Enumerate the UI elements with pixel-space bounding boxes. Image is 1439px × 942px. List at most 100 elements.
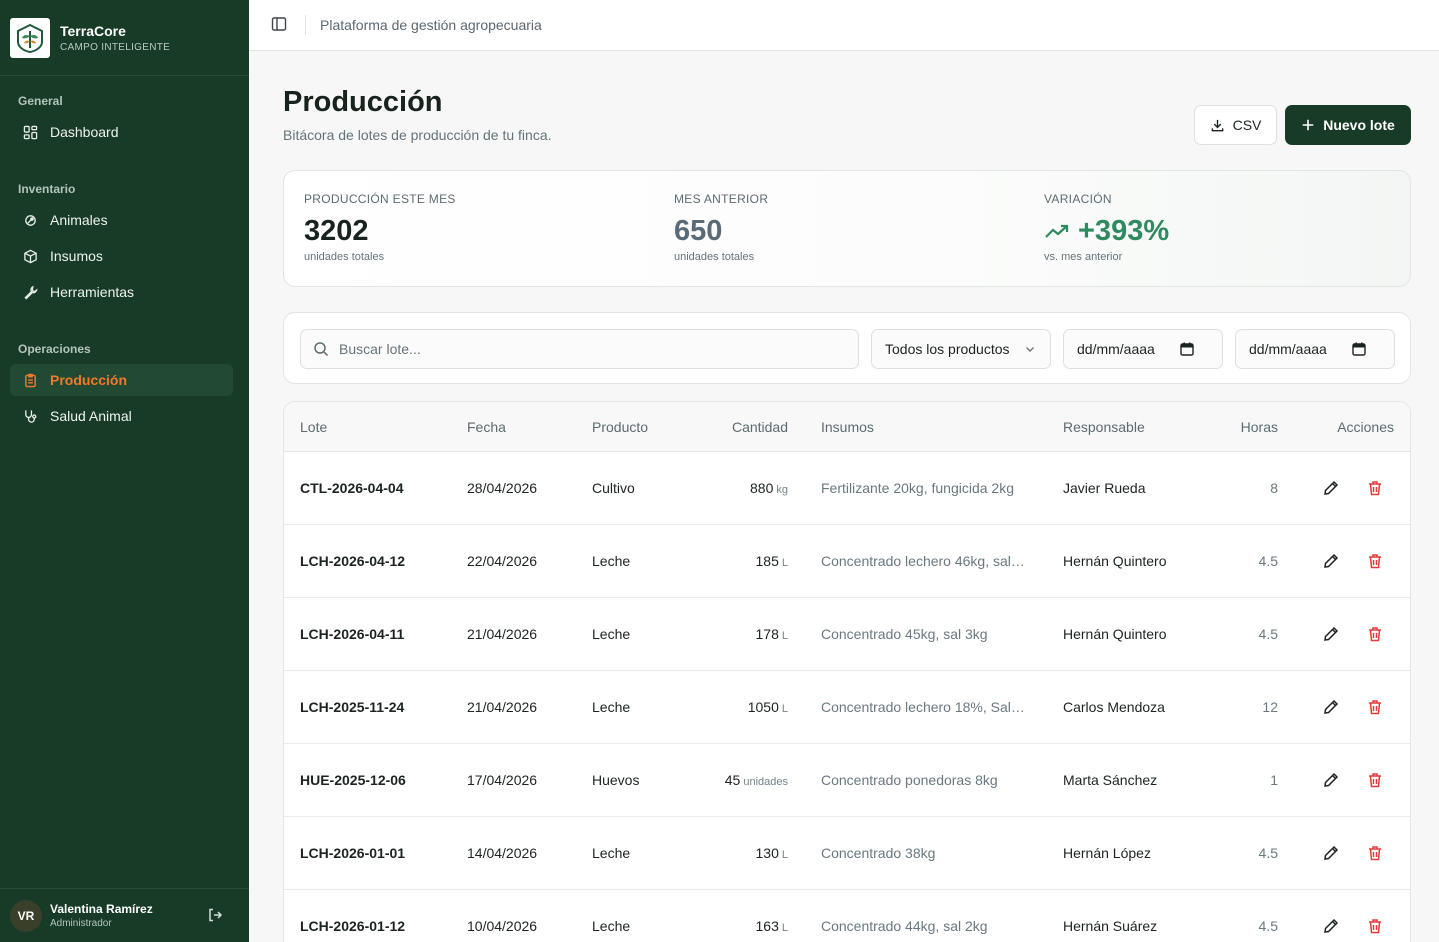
cantidad-value: 880 [750,480,774,496]
stat-note: unidades totales [674,251,755,263]
table-row[interactable]: LCH-2026-01-01 14/04/2026 Leche 130 L Con… [284,817,1410,890]
terracore-logo-icon [10,17,50,58]
export-csv-label: CSV [1232,117,1262,133]
cell-horas: 4.5 [1258,626,1278,642]
new-batch-button[interactable]: Nuevo lote [1285,105,1411,145]
search-icon [314,342,329,357]
cantidad-value: 130 [755,845,779,861]
page-title: Producción [283,86,443,118]
edit-pencil-icon[interactable] [1322,479,1340,497]
column-header-horas[interactable]: Horas [1240,419,1278,435]
column-header-insumos[interactable]: Insumos [821,419,874,435]
sidebar-item-salud-animal[interactable]: Salud Animal [10,400,233,432]
cell-lote: LCH-2026-04-11 [300,626,405,642]
table-row[interactable]: LCH-2026-04-11 21/04/2026 Leche 178 L Con… [284,598,1410,671]
user-name: Valentina Ramírez [50,902,153,916]
stat-value: 3202 [304,215,369,247]
column-header-fecha[interactable]: Fecha [467,419,506,435]
table-row[interactable]: HUE-2025-12-06 17/04/2026 Huevos 45 unida… [284,744,1410,817]
sidebar-item-insumos[interactable]: Insumos [10,240,233,272]
cell-fecha: 10/04/2026 [467,918,538,934]
production-stats-card: PRODUCCIÓN ESTE MES 3202 unidades totale… [283,170,1411,287]
chevron-down-icon [1026,347,1034,352]
delete-trash-icon[interactable] [1366,479,1384,497]
filters-bar: Todos los productos dd/mm/aaaa dd/mm/aaa… [283,312,1411,384]
delete-trash-icon[interactable] [1366,844,1384,862]
cell-cantidad: 130 L [756,845,788,861]
product-filter-value: Todos los productos [885,341,1010,357]
column-header-responsable[interactable]: Responsable [1063,419,1145,435]
cell-insumos: Concentrado lechero 18%, Sal ... [821,699,1025,715]
edit-pencil-icon[interactable] [1322,844,1340,862]
clipboard-icon [22,372,38,388]
cell-responsable: Javier Rueda [1063,480,1146,496]
column-header-cantidad[interactable]: Cantidad [731,419,788,435]
edit-pencil-icon[interactable] [1322,698,1340,716]
column-header-producto[interactable]: Producto [592,419,649,435]
cantidad-value: 163 [755,918,779,934]
cell-responsable: Hernán Quintero [1063,553,1167,569]
wrench-icon [22,284,38,300]
delete-trash-icon[interactable] [1366,552,1384,570]
edit-pencil-icon[interactable] [1322,625,1340,643]
calendar-icon[interactable] [1352,342,1366,356]
date-to-value: dd/mm/aaaa [1249,341,1327,357]
cantidad-value: 45 [724,772,741,788]
brand[interactable]: TerraCore CAMPO INTELIGENTE [0,0,249,76]
sidebar-item-produccion[interactable]: Producción [10,364,233,396]
cell-fecha: 28/04/2026 [467,480,538,496]
stat-previous-month: MES ANTERIOR 650 unidades totales [674,192,768,263]
user-profile[interactable]: VR Valentina Ramírez Administrador [0,888,249,942]
cell-horas: 12 [1262,699,1278,715]
cell-cantidad: 880 kg [750,480,788,496]
delete-trash-icon[interactable] [1366,917,1384,935]
brand-name: TerraCore [60,22,126,39]
stat-variation: VARIACIÓN +393% vs. mes anterior [1044,192,1169,263]
edit-pencil-icon[interactable] [1322,552,1340,570]
sidebar-item-label: Insumos [50,248,103,264]
cell-lote: LCH-2026-01-12 [300,918,406,934]
table-row[interactable]: LCH-2026-04-12 22/04/2026 Leche 185 L Con… [284,525,1410,598]
edit-pencil-icon[interactable] [1322,771,1340,789]
search-box[interactable] [300,329,859,369]
cantidad-value: 1050 [747,699,779,715]
product-filter-select[interactable]: Todos los productos [871,329,1051,369]
export-csv-button[interactable]: CSV [1194,105,1277,145]
sidebar-toggle-icon[interactable] [271,16,289,34]
sidebar-item-label: Producción [50,372,128,388]
cantidad-unit: L [781,630,788,642]
topbar-title: Plataforma de gestión agropecuaria [320,17,542,33]
stat-note: unidades totales [304,251,385,263]
brand-subtitle: CAMPO INTELIGENTE [60,41,171,53]
column-header-acciones: Acciones [1337,419,1394,435]
topbar-divider [305,15,306,35]
table-row[interactable]: CTL-2026-04-04 28/04/2026 Cultivo 880 kg … [284,452,1410,525]
cell-insumos: Concentrado ponedoras 8kg [821,772,998,788]
date-to-input[interactable]: dd/mm/aaaa [1235,329,1395,369]
search-input[interactable] [339,341,839,357]
logout-icon[interactable] [207,907,225,925]
column-header-lote[interactable]: Lote [300,419,328,435]
section-label-operaciones: Operaciones [18,342,91,356]
delete-trash-icon[interactable] [1366,625,1384,643]
cantidad-unit: kg [776,484,788,496]
table-row[interactable]: LCH-2026-01-12 10/04/2026 Leche 163 L Con… [284,890,1410,942]
sidebar-item-dashboard[interactable]: Dashboard [10,116,233,148]
date-from-input[interactable]: dd/mm/aaaa [1063,329,1223,369]
table-row[interactable]: LCH-2025-11-24 21/04/2026 Leche 1050 L Co… [284,671,1410,744]
cell-horas: 4.5 [1258,553,1278,569]
page-subtitle: Bitácora de lotes de producción de tu fi… [283,127,552,143]
sidebar-item-herramientas[interactable]: Herramientas [10,276,233,308]
delete-trash-icon[interactable] [1366,771,1384,789]
cell-lote: LCH-2026-01-01 [300,845,406,861]
section-label-general: General [18,94,63,108]
cantidad-value: 185 [755,553,779,569]
delete-trash-icon[interactable] [1366,698,1384,716]
download-icon [1211,119,1223,131]
edit-pencil-icon[interactable] [1322,917,1340,935]
cell-fecha: 22/04/2026 [467,553,538,569]
calendar-icon[interactable] [1180,342,1194,356]
cell-producto: Huevos [592,772,640,788]
sidebar-item-animales[interactable]: Animales [10,204,233,236]
cell-responsable: Marta Sánchez [1063,772,1158,788]
